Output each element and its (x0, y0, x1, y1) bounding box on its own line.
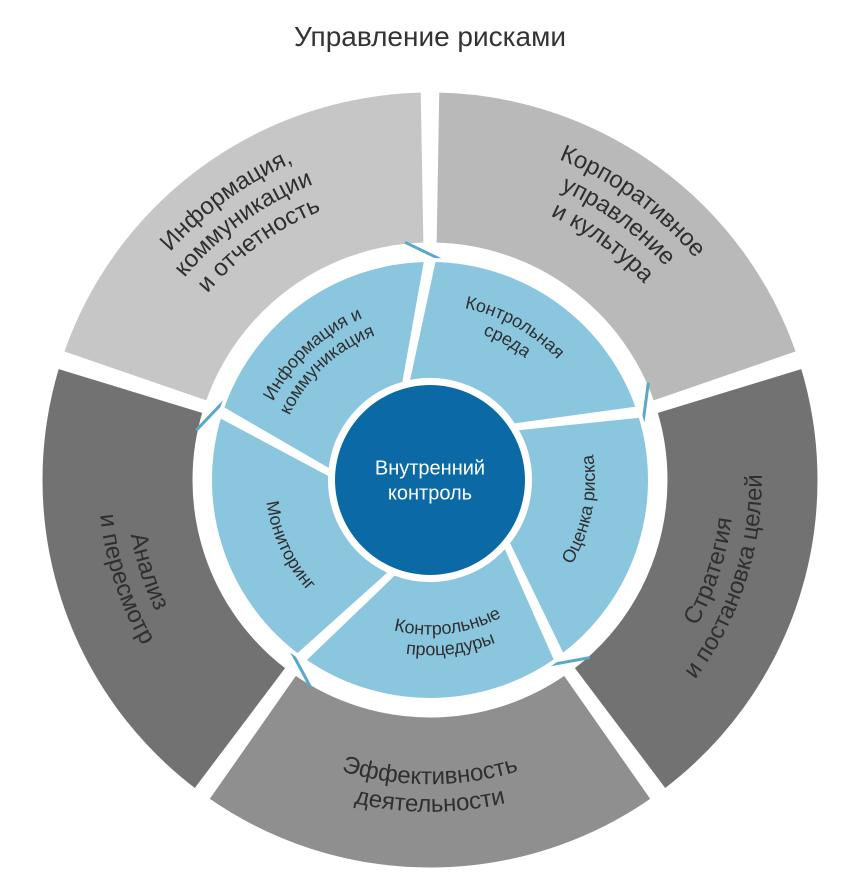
risk-management-diagram: ВнутреннийконтрольКонтрольнаясредаОценка… (0, 0, 860, 892)
diagram-svg: ВнутреннийконтрольКонтрольнаясредаОценка… (0, 0, 860, 892)
core-label: контроль (388, 483, 472, 505)
diagram-title: Управление рисками (294, 21, 566, 52)
core-circle (335, 385, 525, 575)
core-label: Внутренний (375, 458, 485, 480)
